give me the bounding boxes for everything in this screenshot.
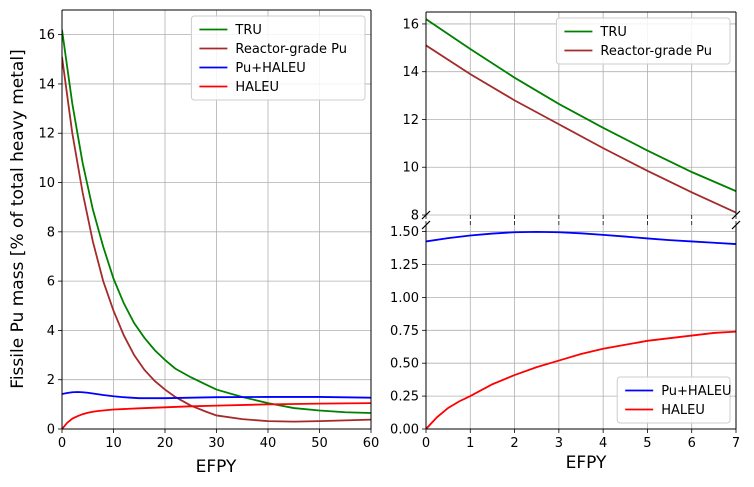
right-bottom-legend-frame [616,376,731,424]
left-pu-haleu-line [62,391,371,400]
x-tick-label: 20 [157,436,174,451]
left-haleu-line [62,402,371,429]
right-bottom-legend: Pu+HALEU HALEU [616,376,732,424]
y-tick-label: 1.25 [390,258,419,273]
y-tick-label: 0.75 [390,324,419,339]
y-tick-label: 1.00 [390,291,419,306]
y-tick-label: 10 [38,176,55,191]
right-top-legend: TRU Reactor-grade Pu [555,17,731,65]
x-tick-label: 60 [363,436,380,451]
y-tick-label: 8 [411,209,419,224]
legend-label: HALEU [661,403,705,418]
left-tru-line [62,29,371,414]
x-tick-label: 1 [466,436,474,451]
right-top-reactor-grade-pu-line [426,44,736,214]
legend-label: HALEU [235,80,279,95]
legend-label: Reactor-grade Pu [235,42,347,57]
x-tick-label: 4 [599,436,607,451]
x-tick-label: 7 [732,436,740,451]
x-tick-label: 0 [58,436,66,451]
shared-y-axis-label: Fissile Pu mass [% of total heavy metal] [8,49,28,388]
legend-label: TRU [234,23,262,38]
x-tick-label: 30 [208,436,225,451]
right-top-legend-frame [555,17,731,65]
y-tick-label: 12 [402,113,419,128]
right-bottom-haleu-line [426,330,736,429]
x-tick-label: 10 [105,436,122,451]
y-tick-label: 0.00 [390,423,419,438]
y-tick-label: 2 [47,373,55,388]
legend-label: Reactor-grade Pu [600,44,712,59]
x-tick-label: 40 [260,436,277,451]
right-top-tru-line [426,18,736,192]
right-bottom-panel-axes: 0 1 2 3 4 5 6 7 0.00 0.25 0.50 0.75 1.00 1.25 1.50 [390,221,740,451]
left-reactor-grade-pu-line [62,56,371,423]
x-tick-label: 3 [555,436,563,451]
y-tick-label: 14 [38,77,55,92]
y-tick-label: 0.25 [390,390,419,405]
y-tick-label: 16 [402,17,419,32]
y-tick-label: 1.50 [390,225,419,240]
x-tick-label: 6 [688,436,696,451]
y-tick-label: 12 [38,127,55,142]
x-tick-label: 5 [643,436,651,451]
legend-label: Pu+HALEU [661,384,731,399]
x-tick-label: 2 [510,436,518,451]
y-tick-label: 4 [47,324,55,339]
axis-break-marker [731,210,741,220]
y-tick-label: 16 [38,28,55,43]
y-tick-label: 0.50 [390,357,419,372]
x-tick-label: 0 [422,436,430,451]
legend-label: Pu+HALEU [235,61,305,76]
y-tick-label: 8 [47,225,55,240]
axis-break-marker [731,220,741,230]
left-legend-frame [190,15,366,101]
axis-break-marker [421,210,431,220]
axis-break-marker [421,220,431,230]
y-tick-label: 6 [47,275,55,290]
left-x-axis-label: EFPY [196,457,237,477]
legend-label: TRU [599,25,627,40]
y-tick-label: 0 [47,423,55,438]
right-top-panel-axes: 8 10 12 14 16 [402,12,737,224]
right-x-axis-label: EFPY [566,453,607,473]
x-tick-label: 50 [311,436,328,451]
left-legend: TRU Reactor-grade Pu Pu+HALEU HALEU [190,15,366,101]
y-tick-label: 10 [402,161,419,176]
right-bottom-pu-haleu-line [426,230,736,245]
y-tick-label: 14 [402,65,419,80]
